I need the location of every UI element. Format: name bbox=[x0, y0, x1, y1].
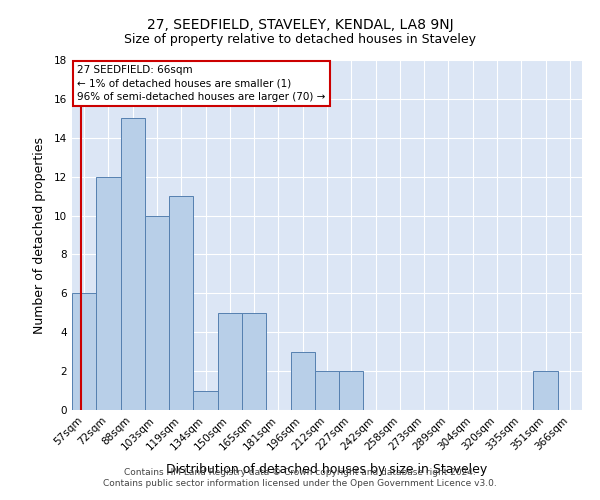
Bar bbox=[339, 371, 364, 410]
Y-axis label: Number of detached properties: Number of detached properties bbox=[32, 136, 46, 334]
Text: 27, SEEDFIELD, STAVELEY, KENDAL, LA8 9NJ: 27, SEEDFIELD, STAVELEY, KENDAL, LA8 9NJ bbox=[146, 18, 454, 32]
X-axis label: Distribution of detached houses by size in Staveley: Distribution of detached houses by size … bbox=[166, 463, 488, 476]
Bar bbox=[290, 352, 315, 410]
Bar bbox=[193, 390, 218, 410]
Bar bbox=[96, 176, 121, 410]
Text: Size of property relative to detached houses in Staveley: Size of property relative to detached ho… bbox=[124, 32, 476, 46]
Bar bbox=[169, 196, 193, 410]
Bar bbox=[121, 118, 145, 410]
Bar bbox=[315, 371, 339, 410]
Bar bbox=[533, 371, 558, 410]
Bar bbox=[72, 294, 96, 410]
Bar bbox=[145, 216, 169, 410]
Bar bbox=[218, 313, 242, 410]
Bar bbox=[242, 313, 266, 410]
Text: Contains HM Land Registry data © Crown copyright and database right 2024.
Contai: Contains HM Land Registry data © Crown c… bbox=[103, 468, 497, 487]
Text: 27 SEEDFIELD: 66sqm
← 1% of detached houses are smaller (1)
96% of semi-detached: 27 SEEDFIELD: 66sqm ← 1% of detached hou… bbox=[77, 66, 325, 102]
